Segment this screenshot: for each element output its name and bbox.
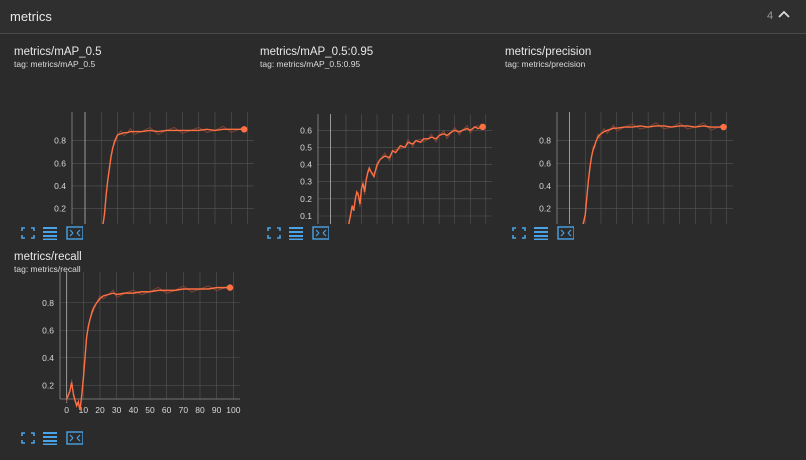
- last-point-marker[interactable]: [479, 123, 486, 131]
- chart-plot[interactable]: 010203040506070809010000.10.20.30.40.50.…: [260, 46, 510, 224]
- chevron-up-icon[interactable]: [777, 8, 791, 22]
- y-tick-label: 0.1: [300, 211, 312, 221]
- series-line: [348, 126, 483, 224]
- last-point-marker[interactable]: [720, 123, 727, 131]
- fullscreen-icon[interactable]: [511, 226, 527, 240]
- x-tick-label: 20: [95, 405, 105, 415]
- chart-card: metrics/mAP_0.5:0.95 tag: metrics/mAP_0.5…: [260, 46, 500, 241]
- y-tick-label: 0.6: [54, 158, 66, 168]
- x-tick-label: 60: [162, 405, 172, 415]
- fit-domain-icon[interactable]: [556, 226, 574, 240]
- section-header[interactable]: metrics 4: [0, 0, 806, 34]
- data-table-icon[interactable]: [42, 431, 58, 445]
- chart-tag: tag: metrics/mAP_0.5: [14, 59, 96, 69]
- chart-plot[interactable]: 010203040506070809010000.20.40.60.8: [505, 46, 755, 224]
- x-tick-label: 90: [212, 405, 222, 415]
- chart-plot[interactable]: 0 10 20 30 40 50 60 70 80 90 100 0.2 0.4 0.6 0.8: [14, 251, 264, 429]
- fit-domain-icon[interactable]: [65, 431, 83, 445]
- data-table-icon[interactable]: [42, 226, 58, 240]
- series-line: [102, 128, 245, 224]
- series-line: [66, 286, 230, 411]
- chart-card: metrics/recall tag: metrics/recall 0 10 20 30…: [14, 251, 254, 446]
- chart-plot[interactable]: 010203040506070809010000.20.40.60.8: [14, 46, 264, 224]
- x-tick-label: 10: [79, 405, 89, 415]
- fullscreen-icon[interactable]: [266, 226, 282, 240]
- section-title: metrics: [10, 9, 52, 24]
- x-tick-label: 50: [145, 405, 155, 415]
- y-tick-label: 0.6: [539, 158, 551, 168]
- x-tick-label: 40: [129, 405, 139, 415]
- y-tick-label: 0.6: [42, 325, 54, 335]
- y-tick-label: 0.8: [54, 136, 66, 146]
- y-tick-label: 0.8: [539, 136, 551, 146]
- y-tick-label: 0.2: [54, 204, 66, 214]
- chart-title: metrics/recall: [14, 251, 82, 263]
- y-tick-label: 0.3: [300, 177, 312, 187]
- y-tick-label: 0.4: [300, 160, 312, 170]
- chart-card: metrics/precision tag: metrics/precision 0…: [505, 46, 745, 241]
- y-tick-label: 0.2: [539, 204, 551, 214]
- y-tick-label: 0.4: [539, 181, 551, 191]
- y-tick-label: 0.6: [300, 125, 312, 135]
- y-tick-label: 0.8: [42, 298, 54, 308]
- y-tick-label: 0.2: [42, 380, 54, 390]
- data-table-icon[interactable]: [533, 226, 549, 240]
- data-table-icon[interactable]: [288, 226, 304, 240]
- chart-tag: tag: metrics/mAP_0.5:0.95: [260, 59, 361, 69]
- y-tick-label: 0.4: [42, 353, 54, 363]
- last-point-marker[interactable]: [241, 126, 248, 133]
- chart-title: metrics/mAP_0.5:0.95: [260, 46, 374, 58]
- x-tick-label: 0: [64, 405, 69, 415]
- x-tick-label: 30: [112, 405, 122, 415]
- raw-series-line: [66, 284, 231, 411]
- x-tick-label: 80: [195, 405, 205, 415]
- fit-domain-icon[interactable]: [65, 226, 83, 240]
- last-point-marker[interactable]: [226, 284, 234, 291]
- y-tick-label: 0.5: [300, 142, 312, 152]
- fullscreen-icon[interactable]: [20, 431, 36, 445]
- chart-tag: tag: metrics/precision: [505, 59, 586, 69]
- chart-title: metrics/precision: [505, 46, 592, 58]
- chart-count: 4: [767, 10, 774, 22]
- chart-tag: tag: metrics/recall: [14, 264, 81, 274]
- y-tick-label: 0.2: [300, 194, 312, 204]
- x-tick-label: 70: [179, 405, 189, 415]
- x-tick-label: 100: [226, 405, 240, 415]
- series-line: [582, 125, 724, 224]
- fit-domain-icon[interactable]: [311, 226, 329, 240]
- fullscreen-icon[interactable]: [20, 226, 36, 240]
- y-tick-label: 0.4: [54, 181, 66, 191]
- chart-title: metrics/mAP_0.5: [14, 46, 102, 58]
